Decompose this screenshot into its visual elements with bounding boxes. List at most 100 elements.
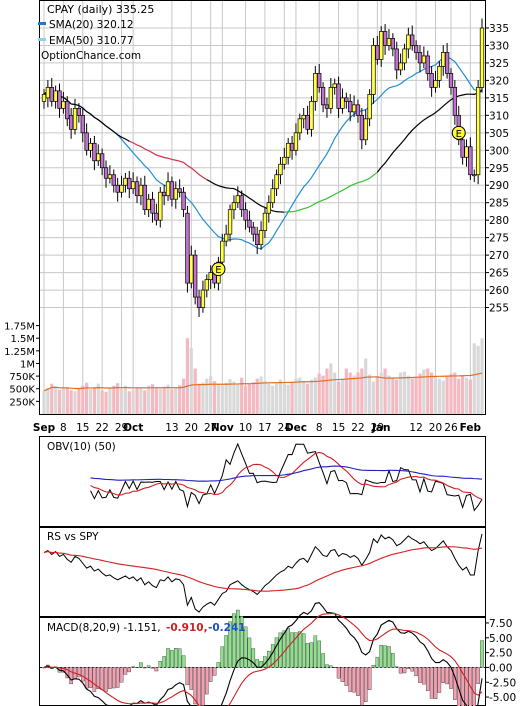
date-tick-label: 8 — [316, 422, 323, 434]
volume-tick-label: 1.75M — [4, 322, 35, 333]
volume-bar — [189, 348, 193, 414]
candle-body — [278, 163, 283, 176]
price-tick-label: 325 — [489, 58, 509, 70]
candle-body — [313, 73, 318, 102]
macd-histogram-bar — [301, 633, 306, 668]
volume-tick-label: 1.5M — [10, 334, 35, 345]
macd-histogram-bar — [189, 667, 194, 690]
date-tick-label: 12 — [409, 422, 422, 434]
volume-bar — [317, 373, 321, 414]
macd-tick-label: 2.50 — [489, 648, 512, 660]
volume-bar — [445, 376, 449, 414]
macd-histogram-bar — [185, 667, 190, 686]
macd-histogram-bar — [298, 631, 302, 668]
macd-tick-label: 0.00 — [489, 662, 512, 674]
candle-body — [111, 174, 116, 186]
macd-histogram-bar — [212, 667, 217, 676]
candle-body — [57, 90, 62, 109]
volume-bar — [139, 387, 143, 414]
macd-histogram-bar — [88, 667, 93, 688]
volume-bar — [464, 377, 469, 414]
obv-label: OBV(10) (50) — [47, 441, 116, 453]
volume-bar — [224, 382, 228, 414]
macd-histogram-bar — [325, 664, 329, 668]
date-tick-label: 13 — [165, 422, 178, 434]
macd-histogram-bar — [135, 667, 139, 668]
candle-body — [131, 181, 136, 190]
macd-histogram-bar — [356, 667, 360, 696]
candle-body — [88, 142, 93, 151]
volume-bar — [321, 375, 325, 414]
candle-body — [185, 212, 190, 284]
date-tick-label: 22 — [95, 422, 108, 434]
candle-body — [390, 38, 395, 50]
macd-histogram-bar — [313, 635, 318, 668]
volume-bar — [88, 389, 93, 414]
volume-bar — [480, 338, 484, 414]
price-tick-label: 290 — [489, 180, 509, 192]
volume-bar — [201, 382, 205, 414]
macd-histogram-bar — [410, 667, 414, 672]
volume-bar — [228, 379, 232, 414]
macd-histogram-bar — [422, 667, 426, 685]
volume-bar — [162, 386, 166, 414]
macd-histogram-bar — [414, 667, 418, 677]
candle-body — [96, 153, 101, 162]
sma20-legend-swatch — [38, 22, 46, 25]
candle-body — [107, 174, 113, 179]
candle-body — [441, 52, 446, 67]
macd-signal-value: -0.910, — [166, 622, 208, 634]
macd-histogram-bar — [108, 667, 112, 689]
obv-50-line — [90, 465, 483, 482]
volume-bar — [298, 377, 302, 414]
price-tick-label: 305 — [489, 128, 509, 140]
candle-body — [309, 101, 314, 130]
candle-body — [258, 230, 264, 245]
candle-body — [204, 279, 209, 291]
macd-histogram-bar — [352, 667, 356, 693]
macd-histogram-bar — [360, 667, 364, 706]
price-panel-frame — [39, 0, 486, 415]
macd-histogram-bar — [251, 648, 256, 668]
volume-bar — [336, 381, 341, 414]
candle-body — [398, 62, 403, 71]
macd-histogram-bar — [344, 667, 349, 686]
macd-histogram-bar — [375, 657, 380, 668]
volume-bar — [243, 385, 248, 414]
candle-body — [84, 132, 89, 151]
macd-histogram-bar — [216, 662, 221, 668]
volume-bar — [77, 388, 81, 414]
macd-histogram-bar — [170, 650, 174, 668]
rs-lines — [43, 533, 483, 613]
macd-histogram-bar — [228, 621, 232, 668]
candle-body — [363, 118, 368, 141]
macd-histogram-bar — [437, 667, 442, 693]
price-tick-label: 255 — [489, 303, 509, 315]
candle-body — [413, 45, 419, 53]
macd-histogram-bar — [100, 667, 104, 690]
ema50-legend: EMA(50) 310.77 — [49, 35, 134, 47]
candle-body — [425, 55, 430, 74]
date-tick-label: 29 — [371, 422, 384, 434]
volume-bar — [119, 388, 124, 414]
ema50-legend-swatch — [38, 38, 46, 41]
macd-histogram-bar — [290, 632, 294, 668]
candle-body — [270, 188, 275, 204]
macd-histogram-bar — [402, 667, 407, 674]
volume-bar — [418, 373, 422, 414]
candle-body — [297, 118, 302, 134]
price-tick-label: 320 — [489, 75, 509, 87]
volume-bar — [240, 377, 244, 414]
macd-histogram-bar — [418, 667, 422, 683]
macd-histogram-bar — [224, 635, 228, 668]
candle-body — [359, 114, 364, 141]
price-tick-label: 265 — [489, 268, 509, 280]
macd-histogram-bar — [371, 665, 376, 668]
date-tick-label: 15 — [76, 422, 89, 434]
volume-bar — [472, 343, 476, 414]
candle-body — [189, 254, 194, 284]
macd-line — [43, 602, 483, 706]
macd-tick-label: 5.00 — [489, 633, 512, 645]
macd-histogram-bar — [464, 667, 469, 706]
